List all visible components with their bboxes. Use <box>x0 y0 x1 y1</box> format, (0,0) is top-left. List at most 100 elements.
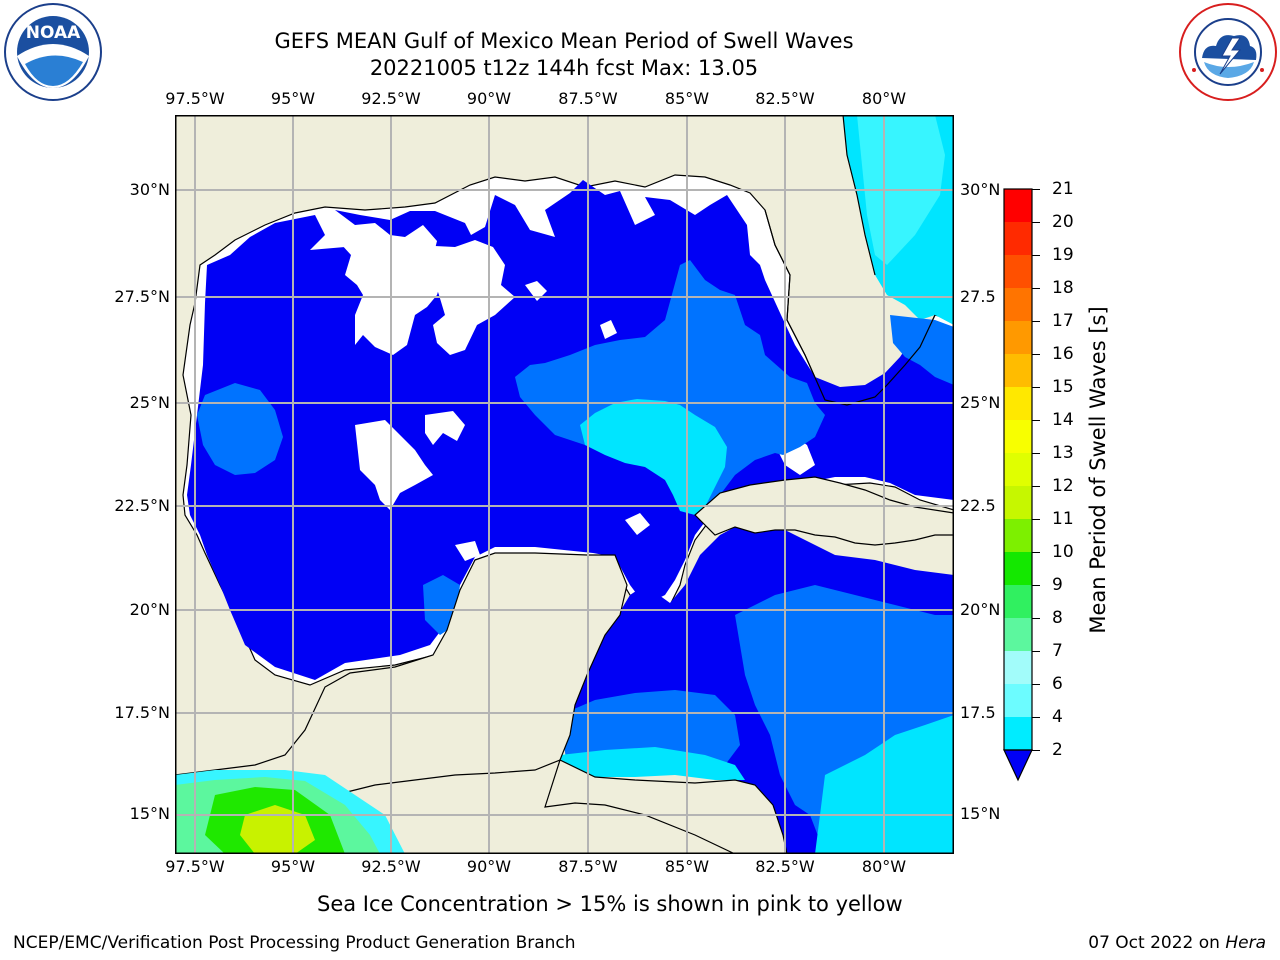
pacific-highest-period <box>240 805 315 854</box>
colorbar-tick-mark <box>1032 222 1040 223</box>
lat-tick-right: 25°N <box>960 393 1001 412</box>
colorbar-tick-mark <box>1032 189 1040 190</box>
colorbar-tick: 4 <box>1052 707 1063 727</box>
lon-tick-bottom: 87.5°W <box>558 857 618 876</box>
lon-tick-top: 97.5°W <box>165 89 225 108</box>
colorbar <box>1000 186 1040 786</box>
colorbar-tick: 12 <box>1052 476 1074 496</box>
colorbar-tick: 2 <box>1052 740 1063 760</box>
nws-logo <box>1178 2 1278 102</box>
undefined-patch <box>600 320 617 339</box>
lon-tick-bottom: 90°W <box>466 857 512 876</box>
colorbar-tick: 20 <box>1052 212 1074 232</box>
colorbar-tick-mark <box>1032 519 1040 520</box>
map-frame <box>175 115 954 854</box>
colorbar-segment <box>1004 288 1032 322</box>
colorbar-tick-mark <box>1032 354 1040 355</box>
lon-tick-top: 82.5°W <box>755 89 815 108</box>
colorbar-tick: 16 <box>1052 344 1074 364</box>
lat-tick-right: 22.5 <box>960 496 996 515</box>
lat-tick-right: 15°N <box>960 804 1001 823</box>
gridlines <box>175 115 954 854</box>
lat-tick-right: 20°N <box>960 600 1001 619</box>
colorbar-tick: 9 <box>1052 575 1063 595</box>
colorbar-tick-mark <box>1032 420 1040 421</box>
colorbar-segment <box>1004 585 1032 619</box>
undefined-patch <box>335 223 443 355</box>
colorbar-tick: 10 <box>1052 542 1074 562</box>
colorbar-tick-mark <box>1032 387 1040 388</box>
colorbar-segment <box>1004 717 1032 751</box>
colorbar-segment <box>1004 684 1032 718</box>
lon-tick-top: 95°W <box>270 89 316 108</box>
colorbar-tick-mark <box>1032 585 1040 586</box>
colorbar-segment <box>1004 618 1032 652</box>
lat-tick-left: 25°N <box>129 393 170 412</box>
lon-tick-bottom: 82.5°W <box>755 857 815 876</box>
colorbar-tick: 15 <box>1052 377 1074 397</box>
colorbar-tick-mark <box>1032 552 1040 553</box>
swell-period-6-8s-honduras <box>560 747 745 780</box>
colorbar-tick: 17 <box>1052 311 1074 331</box>
colorbar-segment <box>1004 486 1032 520</box>
colorbar-segment <box>1004 387 1032 421</box>
footer-host: Hera <box>1225 933 1266 953</box>
lon-tick-top: 92.5°W <box>361 89 421 108</box>
undefined-patch <box>355 420 433 510</box>
undefined-patch <box>625 513 650 535</box>
colorbar-tick: 7 <box>1052 641 1063 661</box>
colorbar-tick-mark <box>1032 618 1040 619</box>
lon-tick-top: 90°W <box>466 89 512 108</box>
lat-tick-left: 22.5°N <box>114 496 170 515</box>
colorbar-segment <box>1004 222 1032 256</box>
colorbar-tick-mark <box>1032 750 1040 751</box>
gulf-of-mexico-map <box>175 115 954 854</box>
cuba <box>694 476 954 546</box>
colorbar-tick: 19 <box>1052 245 1074 265</box>
footer-left: NCEP/EMC/Verification Post Processing Pr… <box>13 933 576 953</box>
colorbar-tick-mark <box>1032 321 1040 322</box>
lon-tick-top: 85°W <box>664 89 710 108</box>
colorbar-tick-mark <box>1032 486 1040 487</box>
colorbar-tick-mark <box>1032 255 1040 256</box>
colorbar-tick: 8 <box>1052 608 1063 628</box>
lon-tick-bottom: 92.5°W <box>361 857 421 876</box>
colorbar-tick: 6 <box>1052 674 1063 694</box>
colorbar-tick-mark <box>1032 717 1040 718</box>
colorbar-tick: 18 <box>1052 278 1074 298</box>
colorbar-tick-mark <box>1032 684 1040 685</box>
lat-tick-left: 27.5°N <box>114 287 170 306</box>
lat-tick-left: 30°N <box>129 180 170 199</box>
sea-ice-note: Sea Ice Concentration > 15% is shown in … <box>317 892 903 916</box>
colorbar-tick: 14 <box>1052 410 1074 430</box>
colorbar-segment <box>1004 255 1032 289</box>
colorbar-tick: 13 <box>1052 443 1074 463</box>
lat-tick-right: 30°N <box>960 180 1001 199</box>
colorbar-segment <box>1004 651 1032 685</box>
colorbar-tick: 21 <box>1052 179 1074 199</box>
lat-tick-right: 17.5 <box>960 703 996 722</box>
colorbar-segment <box>1004 519 1032 553</box>
colorbar-tick: 11 <box>1052 509 1074 529</box>
lat-tick-left: 15°N <box>129 804 170 823</box>
lon-tick-bottom: 85°W <box>664 857 710 876</box>
swell-period-4-6s-west <box>197 383 283 475</box>
lon-tick-top: 87.5°W <box>558 89 618 108</box>
undefined-patch <box>455 541 480 561</box>
footer-date: 07 Oct 2022 on <box>1088 933 1226 953</box>
lat-tick-left: 20°N <box>129 600 170 619</box>
colorbar-segment <box>1004 321 1032 355</box>
lat-tick-left: 17.5°N <box>114 703 170 722</box>
lat-tick-right: 27.5 <box>960 287 996 306</box>
colorbar-tick-mark <box>1032 651 1040 652</box>
colorbar-segment <box>1004 189 1032 223</box>
colorbar-label: Mean Period of Swell Waves [s] <box>1086 306 1110 634</box>
colorbar-segment <box>1004 354 1032 388</box>
undefined-patch <box>425 411 465 445</box>
lon-tick-bottom: 97.5°W <box>165 857 225 876</box>
colorbar-segment <box>1004 453 1032 487</box>
colorbar-frame <box>1003 188 1033 751</box>
colorbar-tick-mark <box>1032 453 1040 454</box>
swell-period-6-8s-central <box>580 399 727 515</box>
map-subtitle: 20221005 t12z 144h fcst Max: 13.05 <box>369 56 759 80</box>
